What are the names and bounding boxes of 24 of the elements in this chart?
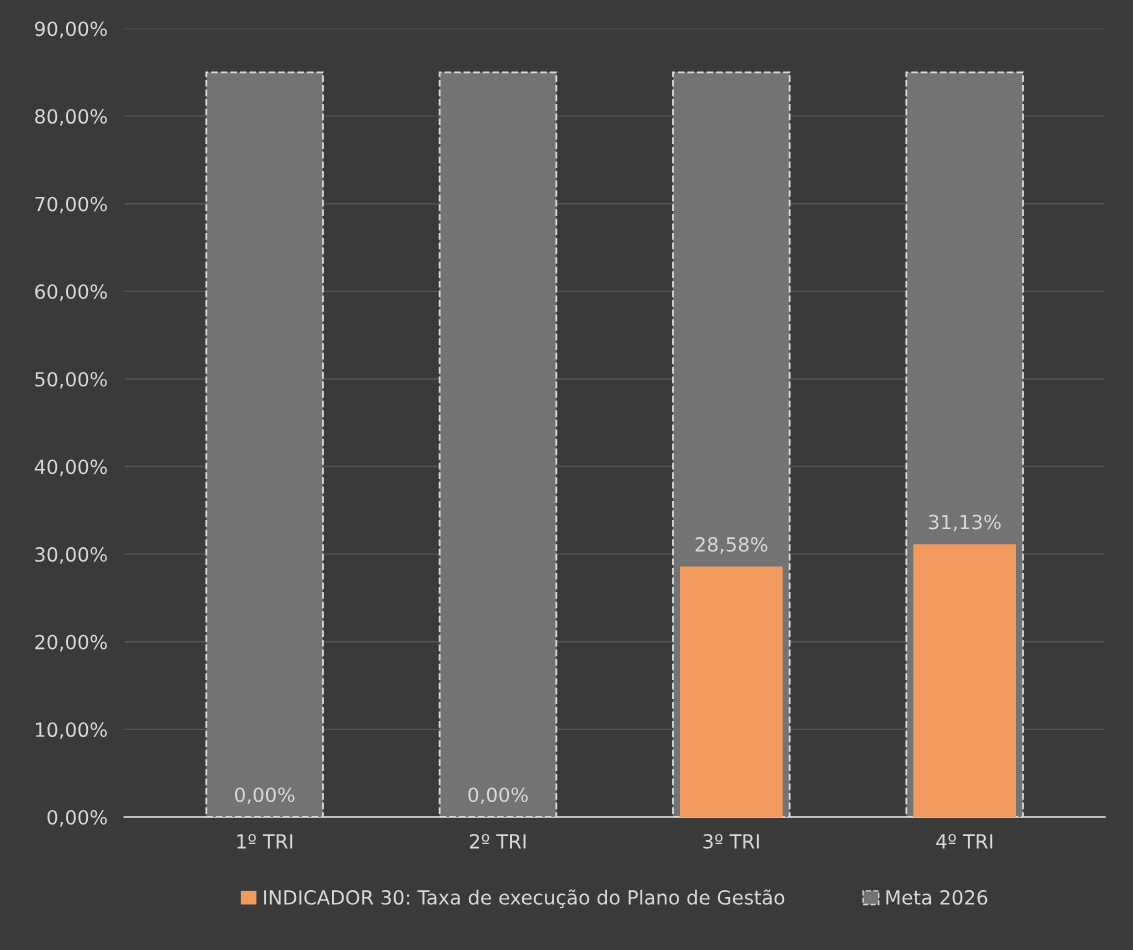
- bar: [679, 566, 783, 817]
- y-tick-label: 90,00%: [35, 21, 107, 39]
- legend-label: Meta 2026: [886, 890, 988, 905]
- x-tick-label: 4º TRI: [936, 834, 993, 849]
- y-tick-label: 70,00%: [35, 196, 107, 214]
- x-tick-label: 1º TRI: [237, 834, 293, 849]
- data-label: 0,00%: [235, 787, 295, 805]
- y-tick-label: 60,00%: [35, 284, 107, 301]
- y-tick-label: 10,00%: [35, 722, 107, 740]
- data-label: 28,58%: [695, 537, 768, 554]
- y-tick-label: 0,00%: [47, 809, 107, 827]
- data-label: 0,00%: [468, 787, 528, 805]
- legend-label: INDICADOR 30: Taxa de execução do Plano de Gestão: [264, 889, 785, 909]
- bar: [438, 71, 558, 817]
- bar: [205, 71, 324, 817]
- y-tick-label: 40,00%: [34, 459, 107, 477]
- y-tick-label: 20,00%: [35, 634, 107, 652]
- y-tick-label: 30,00%: [35, 547, 107, 564]
- x-tick-label: 3º TRI: [703, 834, 759, 849]
- y-tick-label: 50,00%: [35, 371, 107, 389]
- bar: [913, 544, 1016, 817]
- x-tick-label: 2º TRI: [469, 834, 526, 849]
- y-tick-label: 80,00%: [35, 109, 107, 126]
- data-label: 31,13%: [929, 514, 1001, 532]
